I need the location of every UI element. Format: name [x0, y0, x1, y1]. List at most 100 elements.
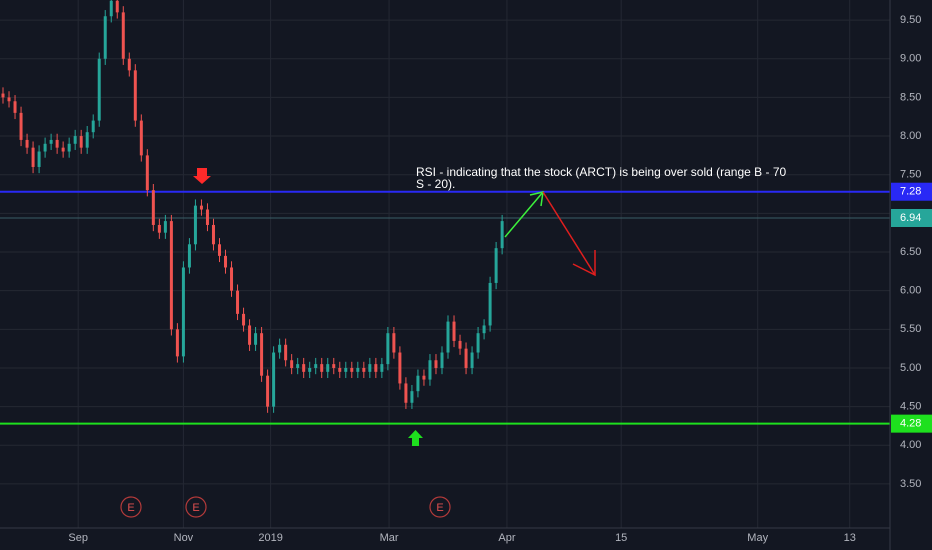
x-tick-label: Apr: [498, 532, 515, 544]
candle-body: [296, 364, 300, 368]
candle-body: [13, 101, 17, 113]
x-tick-label: 13: [844, 532, 856, 544]
x-tick-label: May: [747, 532, 768, 544]
candle-body: [157, 224, 161, 233]
y-tick-label: 3.50: [900, 478, 921, 490]
price-label: 7.28: [900, 186, 921, 198]
y-tick-label: 4.00: [900, 439, 921, 451]
candle-body: [43, 143, 47, 152]
candle-body: [121, 12, 125, 59]
candle-body: [338, 367, 342, 372]
candle-body: [470, 352, 474, 368]
candle-body: [308, 367, 312, 372]
candle-body: [49, 139, 53, 144]
candle-body: [181, 267, 185, 357]
candles: [1, 0, 504, 413]
earnings-marker[interactable]: E: [120, 496, 142, 518]
candle-body: [19, 112, 23, 140]
x-tick-label: Nov: [174, 532, 194, 544]
candle-body: [422, 375, 426, 380]
earnings-marker[interactable]: E: [429, 496, 451, 518]
y-tick-label: 5.50: [900, 323, 921, 335]
axes: 3.504.004.505.005.506.006.507.007.508.00…: [68, 14, 932, 544]
candle-body: [25, 139, 29, 148]
candle-body: [458, 340, 462, 349]
candle-body: [7, 97, 11, 102]
price-label-box: [891, 182, 932, 201]
candle-body: [446, 321, 450, 353]
candle-body: [109, 0, 113, 17]
x-tick-label: Mar: [380, 532, 399, 544]
price-label: 4.28: [900, 418, 921, 430]
candle-body: [392, 333, 396, 353]
candle-body: [1, 93, 5, 98]
candle-body: [248, 325, 252, 345]
candle-body: [488, 282, 492, 326]
candle-body: [278, 344, 282, 353]
earnings-label: E: [436, 502, 443, 514]
candle-body: [410, 391, 414, 403]
candle-body: [139, 120, 143, 156]
candle-body: [145, 155, 149, 191]
candle-body: [356, 367, 360, 372]
candle-body: [127, 58, 131, 71]
candle-body: [224, 255, 228, 268]
x-tick-label: 2019: [258, 532, 282, 544]
x-tick-label: 15: [615, 532, 627, 544]
candle-body: [332, 364, 336, 368]
annotation-line: RSI - indicating that the stock (ARCT) i…: [416, 165, 786, 179]
candle-body: [416, 375, 420, 392]
candle-body: [374, 364, 378, 372]
candle-body: [193, 205, 197, 245]
candle-body: [236, 290, 240, 314]
candle-body: [368, 364, 372, 372]
candle-body: [476, 333, 480, 353]
down-arrow: [193, 168, 211, 184]
price-label: 6.94: [900, 212, 921, 224]
candle-body: [266, 375, 270, 407]
candle-body: [398, 352, 402, 384]
candle-body: [205, 209, 209, 225]
candle-body: [320, 364, 324, 372]
earnings-marker[interactable]: E: [185, 496, 207, 518]
candle-body: [284, 344, 288, 361]
candle-body: [230, 267, 234, 291]
y-tick-label: 8.50: [900, 91, 921, 103]
candle-body: [79, 136, 83, 148]
up-arrow: [408, 430, 423, 446]
x-tick-label: Sep: [68, 532, 88, 544]
y-tick-label: 7.50: [900, 169, 921, 181]
candle-body: [187, 244, 191, 268]
y-tick-label: 6.00: [900, 285, 921, 297]
y-tick-label: 8.00: [900, 130, 921, 142]
candle-body: [151, 190, 155, 225]
candle-body: [440, 352, 444, 368]
candle-body: [326, 364, 330, 372]
candle-body: [428, 360, 432, 380]
candle-body: [217, 244, 221, 256]
red-trend-arrow: [542, 191, 596, 277]
candle-body: [464, 348, 468, 368]
y-tick-label: 6.50: [900, 246, 921, 258]
candle-body: [380, 364, 384, 372]
y-tick-label: 4.50: [900, 401, 921, 413]
candle-body: [434, 360, 438, 368]
candle-body: [175, 329, 179, 357]
candle-body: [482, 325, 486, 334]
candle-body: [55, 139, 59, 148]
candle-body: [163, 221, 167, 233]
candle-body: [169, 221, 173, 330]
candle-body: [31, 147, 35, 167]
candle-body: [97, 58, 101, 121]
price-label-box: [891, 209, 932, 228]
candle-body: [344, 367, 348, 372]
candle-body: [103, 16, 107, 59]
candle-body: [91, 120, 95, 133]
candle-body: [386, 333, 390, 365]
candle-body: [242, 313, 246, 326]
candle-body: [494, 248, 498, 283]
candle-body: [362, 367, 366, 372]
candle-body: [73, 136, 77, 144]
candle-body: [85, 132, 89, 148]
